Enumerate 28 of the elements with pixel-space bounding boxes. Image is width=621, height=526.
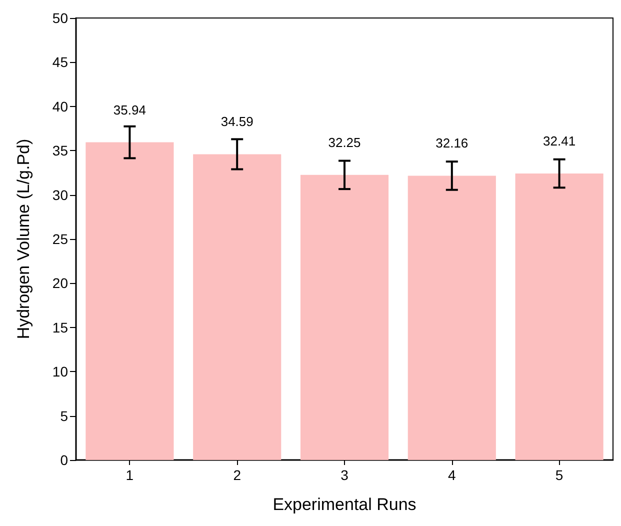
y-tick-label: 50 [52, 10, 68, 26]
y-tick-label: 40 [52, 98, 68, 114]
x-tick-label: 2 [233, 467, 242, 483]
bar [300, 174, 389, 460]
data-label: 32.41 [543, 133, 576, 148]
x-tick-label: 5 [555, 467, 564, 483]
x-tick-label: 4 [448, 467, 456, 483]
y-tick-label: 25 [52, 231, 68, 247]
y-tick-label: 15 [52, 319, 68, 336]
data-label: 32.25 [328, 134, 361, 150]
x-tick-label: 1 [126, 467, 134, 483]
data-label: 34.59 [220, 114, 254, 130]
y-tick-label: 5 [60, 408, 68, 424]
bar [193, 154, 282, 460]
x-tick-label: 3 [340, 467, 349, 483]
bar [408, 176, 496, 460]
y-tick-label: 0 [60, 452, 68, 468]
y-tick-label: 20 [52, 275, 68, 292]
bar [515, 173, 604, 460]
y-axis-title: Hydrogen Volume (L/g.Pd) [14, 138, 33, 340]
data-label: 35.94 [113, 102, 146, 118]
data-label: 32.16 [436, 136, 468, 151]
bar [86, 142, 174, 460]
y-tick-label: 45 [52, 54, 68, 70]
x-axis-title: Experimental Runs [272, 495, 416, 514]
y-tick-label: 35 [52, 142, 68, 159]
y-tick-label: 30 [52, 186, 68, 203]
y-tick-label: 10 [52, 364, 68, 380]
